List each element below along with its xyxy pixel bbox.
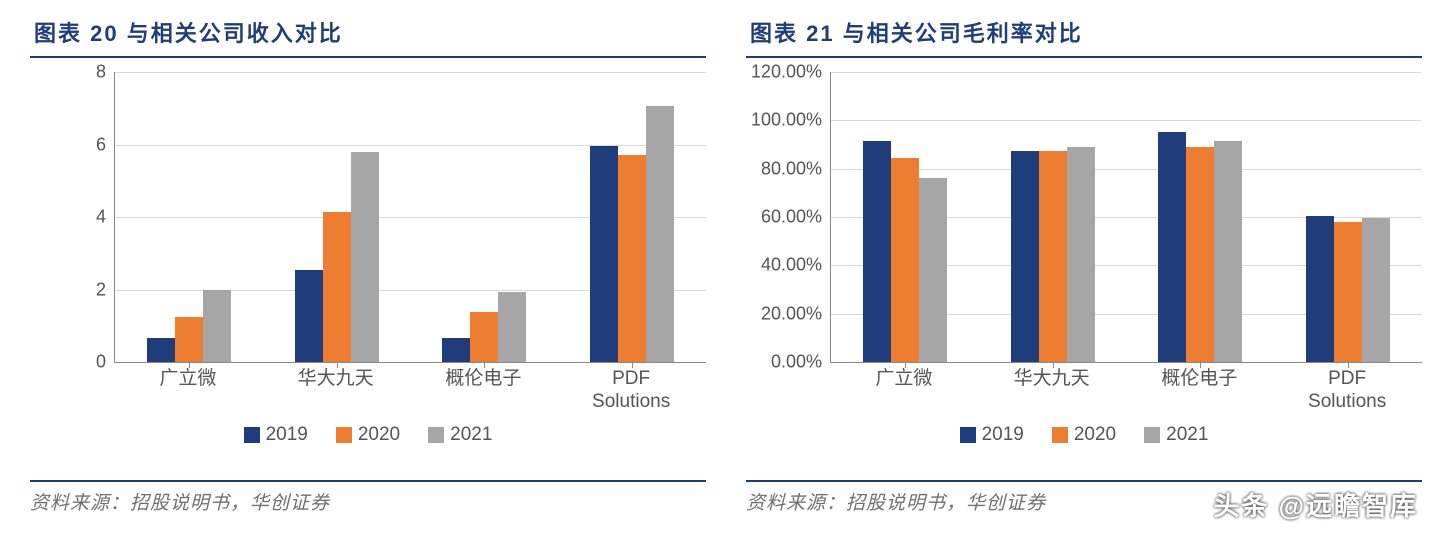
x-axis-label: 华大九天 [298, 368, 374, 391]
x-axis-label: 华大九天 [1014, 368, 1090, 391]
bar [1306, 216, 1334, 362]
bar [863, 141, 891, 362]
bar [442, 338, 470, 362]
y-tick-label: 8 [96, 62, 106, 83]
source-rule [30, 480, 706, 482]
bar [919, 178, 947, 362]
x-axis-label: PDF Solutions [592, 368, 670, 414]
bar [1158, 132, 1186, 362]
source-text: 资料来源：招股说明书，华创证券 [30, 488, 706, 515]
legend-swatch [428, 427, 444, 443]
bar [203, 290, 231, 362]
y-tick-label: 0.00% [771, 352, 822, 373]
legend-item: 2021 [428, 424, 492, 446]
y-tick-label: 100.00% [751, 110, 822, 131]
y-axis: 02468 [30, 72, 114, 362]
bar [147, 338, 175, 362]
y-tick-label: 4 [96, 207, 106, 228]
watermark: 头条 @远瞻智库 [1213, 486, 1418, 523]
y-tick-label: 120.00% [751, 62, 822, 83]
page: 图表 20 与相关公司收入对比 0 2 4 6 8 广立微 华大九天 概伦电子 PDF Sol… [0, 0, 1452, 537]
bar [1214, 141, 1242, 362]
legend-label: 2021 [1166, 424, 1208, 446]
y-tick-label: 40.00% [761, 255, 822, 276]
panel-chart-20: 图表 20 与相关公司收入对比 0 2 4 6 8 广立微 华大九天 概伦电子 PDF Sol… [30, 10, 706, 537]
chart-area: 02468 [30, 72, 706, 362]
legend-item: 2020 [1052, 424, 1116, 446]
y-tick-label: 0 [96, 352, 106, 373]
bar [1039, 151, 1067, 362]
x-axis-labels: 广立微 华大九天 概伦电子 PDF Solutions [830, 362, 1422, 416]
bar [351, 152, 379, 362]
panel-chart-21: 图表 21 与相关公司毛利率对比 0.00% 20.00% 40.00% 60.00%… [746, 10, 1422, 537]
legend: 2019 2020 2021 [30, 424, 706, 446]
legend-label: 2019 [266, 424, 308, 446]
plot-area [114, 72, 706, 363]
grid-line [831, 120, 1422, 121]
bar-group [1011, 147, 1095, 362]
legend-swatch [244, 427, 260, 443]
chart-title: 图表 20 与相关公司收入对比 [30, 10, 706, 56]
y-tick-label: 6 [96, 134, 106, 155]
grid-line [115, 72, 706, 73]
bar [295, 270, 323, 362]
legend-item: 2020 [336, 424, 400, 446]
bar-group [863, 141, 947, 362]
x-axis-label: 概伦电子 [1161, 368, 1237, 391]
bar [891, 158, 919, 362]
bar-group [147, 290, 231, 362]
chart-title: 图表 21 与相关公司毛利率对比 [746, 10, 1422, 56]
bar [1362, 218, 1390, 362]
bar [618, 155, 646, 362]
y-tick-label: 2 [96, 279, 106, 300]
y-axis: 0.00%20.00%40.00%60.00%80.00%100.00%120.… [746, 72, 830, 362]
chart-area: 0.00%20.00%40.00%60.00%80.00%100.00%120.… [746, 72, 1422, 362]
bar-group [295, 152, 379, 362]
source-rule [746, 480, 1422, 482]
bar-group [1306, 216, 1390, 362]
bar [175, 317, 203, 362]
bar-group [590, 106, 674, 362]
legend-item: 2019 [244, 424, 308, 446]
x-axis-label: 广立微 [875, 368, 932, 391]
bar [470, 312, 498, 362]
legend-item: 2019 [960, 424, 1024, 446]
bar [590, 146, 618, 362]
bar [1334, 222, 1362, 362]
x-axis-label: 广立微 [159, 368, 216, 391]
x-axis-labels: 广立微 华大九天 概伦电子 PDF Solutions [114, 362, 706, 416]
bar [646, 106, 674, 362]
bar-group [442, 292, 526, 362]
x-axis-label: PDF Solutions [1308, 368, 1386, 414]
legend-item: 2021 [1144, 424, 1208, 446]
bar [323, 212, 351, 362]
bar [1067, 147, 1095, 362]
grid-line [831, 72, 1422, 73]
y-tick-label: 60.00% [761, 207, 822, 228]
y-tick-label: 80.00% [761, 158, 822, 179]
legend-label: 2019 [982, 424, 1024, 446]
legend-swatch [336, 427, 352, 443]
bar [1011, 151, 1039, 362]
bar-group [1158, 132, 1242, 362]
x-axis-label: 概伦电子 [445, 368, 521, 391]
legend-label: 2020 [1074, 424, 1116, 446]
bar [1186, 147, 1214, 362]
legend-swatch [1052, 427, 1068, 443]
legend-label: 2021 [450, 424, 492, 446]
plot-area [830, 72, 1422, 363]
bar [498, 292, 526, 362]
legend-swatch [960, 427, 976, 443]
title-rule [30, 56, 706, 58]
legend: 2019 2020 2021 [746, 424, 1422, 446]
title-rule [746, 56, 1422, 58]
legend-swatch [1144, 427, 1160, 443]
y-tick-label: 20.00% [761, 303, 822, 324]
legend-label: 2020 [358, 424, 400, 446]
